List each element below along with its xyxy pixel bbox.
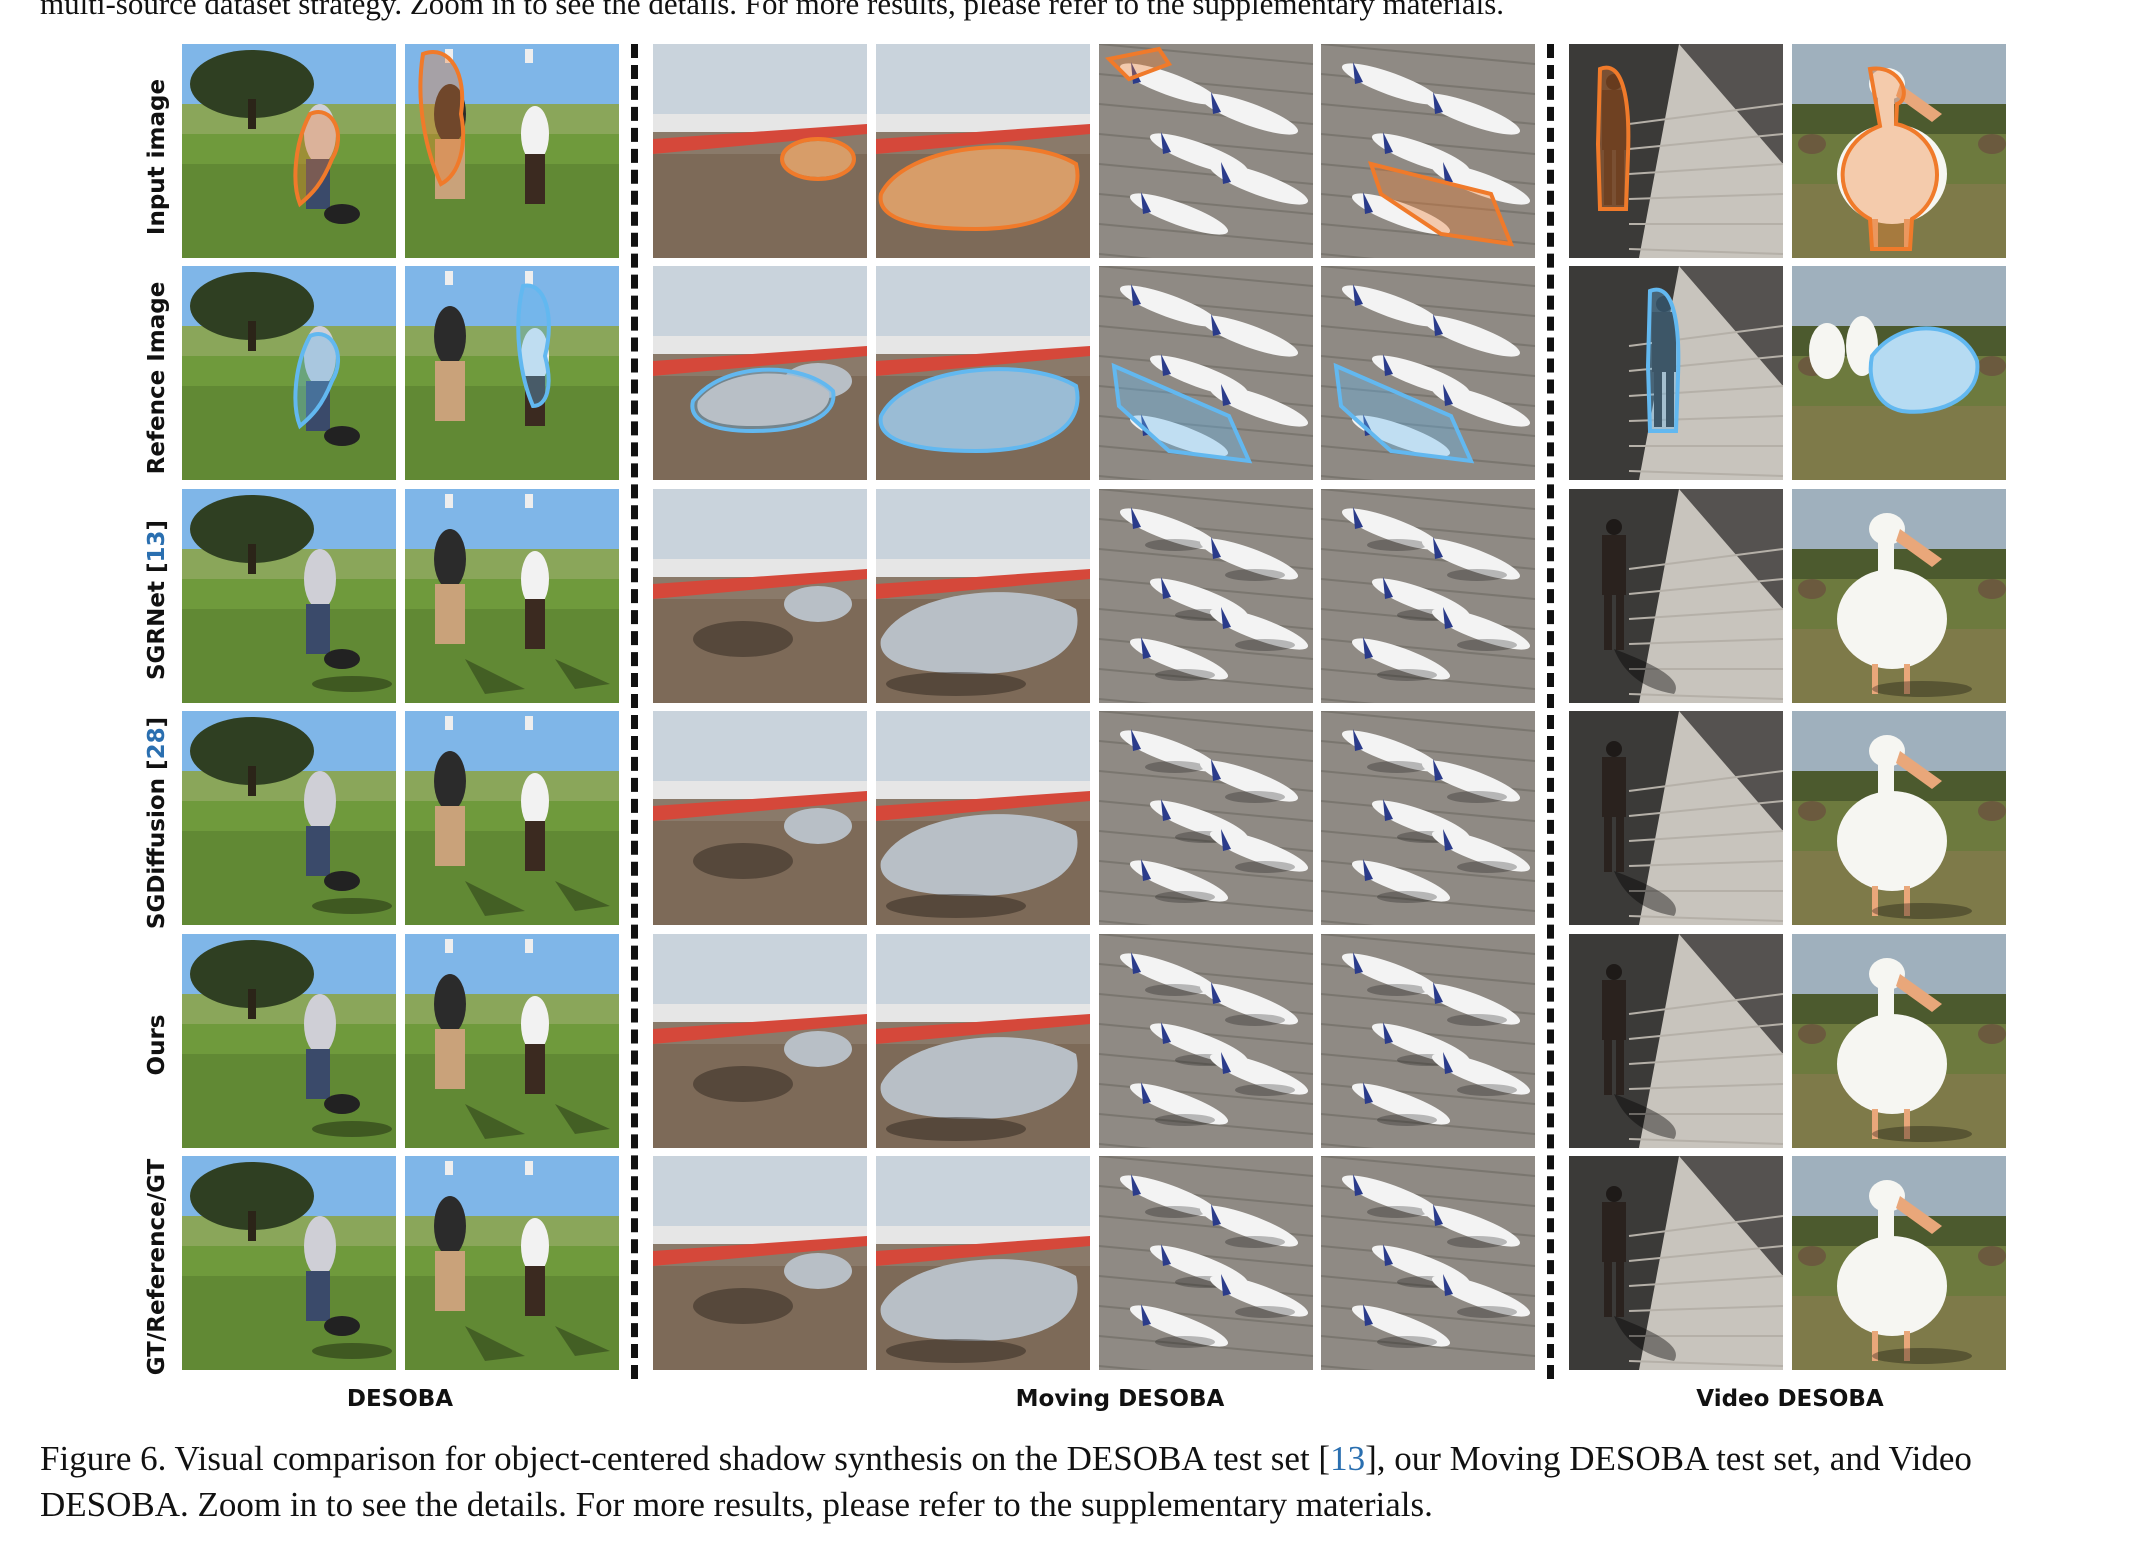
thumbnail-sgdiffusion-sidewalk	[1569, 711, 1783, 925]
row-label-sgrnet-suffix: ]	[144, 519, 170, 531]
caption-citation-link[interactable]: 13	[1330, 1439, 1366, 1478]
thumbnail-reference-airport-a	[1099, 266, 1313, 480]
thumbnail-sgrnet-sidewalk	[1569, 489, 1783, 703]
thumbnail-gt-racetrack-far	[653, 1156, 867, 1370]
preceding-text-line: multi-source dataset strategy. Zoom in t…	[40, 0, 1505, 21]
thumbnail-sgrnet-airport-a	[1099, 489, 1313, 703]
thumbnail-gt-racetrack-near	[876, 1156, 1090, 1370]
thumbnail-input-ducks	[1792, 44, 2006, 258]
thumbnail-reference-sidewalk	[1569, 266, 1783, 480]
thumbnail-sgdiffusion-park-kid	[405, 711, 619, 925]
row-label-input: Input image	[144, 78, 170, 236]
row-label-sgdiffusion-text: SGDiffusion [	[144, 759, 170, 930]
thumbnail-input-park-dog	[182, 44, 396, 258]
thumbnail-input-park-kid	[405, 44, 619, 258]
thumbnail-gt-park-dog	[182, 1156, 396, 1370]
row-label-reference: Refence Image	[144, 281, 170, 475]
thumbnail-ours-racetrack-far	[653, 934, 867, 1148]
group-label-video-desoba: Video DESOBA	[1696, 1386, 1884, 1412]
thumbnail-sgrnet-ducks	[1792, 489, 2006, 703]
row-label-gt: GT/Reference/GT	[144, 1158, 170, 1376]
group-label-moving-desoba: Moving DESOBA	[1015, 1386, 1225, 1412]
thumbnail-reference-racetrack-near	[876, 266, 1090, 480]
thumbnail-sgdiffusion-racetrack-near	[876, 711, 1090, 925]
thumbnail-sgdiffusion-ducks	[1792, 711, 2006, 925]
citation-link[interactable]: 13	[144, 530, 170, 563]
group-label-desoba: DESOBA	[346, 1386, 454, 1412]
thumbnail-reference-racetrack-far	[653, 266, 867, 480]
thumbnail-sgrnet-racetrack-near	[876, 489, 1090, 703]
thumbnail-sgrnet-park-dog	[182, 489, 396, 703]
thumbnail-sgdiffusion-airport-b	[1321, 711, 1535, 925]
thumbnail-ours-airport-a	[1099, 934, 1313, 1148]
thumbnail-input-airport-a	[1099, 44, 1313, 258]
citation-link[interactable]: 28	[144, 727, 170, 760]
thumbnail-gt-airport-b	[1321, 1156, 1535, 1370]
thumbnail-input-sidewalk	[1569, 44, 1783, 258]
row-label-sgdiffusion-suffix: ]	[144, 716, 170, 728]
thumbnail-sgdiffusion-park-dog	[182, 711, 396, 925]
row-label-ours: Ours	[144, 1014, 170, 1076]
thumbnail-input-racetrack-near	[876, 44, 1090, 258]
separator-moving-video	[1547, 44, 1554, 1379]
thumbnail-gt-park-kid	[405, 1156, 619, 1370]
row-label-sgdiffusion: SGDiffusion [28]	[137, 713, 177, 933]
thumbnail-input-airport-b	[1321, 44, 1535, 258]
thumbnail-reference-park-kid	[405, 266, 619, 480]
thumbnail-ours-racetrack-near	[876, 934, 1090, 1148]
thumbnail-ours-park-dog	[182, 934, 396, 1148]
thumbnail-sgdiffusion-racetrack-far	[653, 711, 867, 925]
thumbnail-input-racetrack-far	[653, 44, 867, 258]
thumbnail-ours-ducks	[1792, 934, 2006, 1148]
thumbnail-reference-ducks	[1792, 266, 2006, 480]
thumbnail-ours-park-kid	[405, 934, 619, 1148]
thumbnail-sgdiffusion-airport-a	[1099, 711, 1313, 925]
thumbnail-ours-sidewalk	[1569, 934, 1783, 1148]
thumbnail-sgrnet-racetrack-far	[653, 489, 867, 703]
figure-caption: Figure 6. Visual comparison for object-c…	[40, 1436, 2120, 1528]
thumbnail-gt-ducks	[1792, 1156, 2006, 1370]
thumbnail-sgrnet-park-kid	[405, 489, 619, 703]
separator-desoba-moving	[631, 44, 638, 1379]
thumbnail-gt-sidewalk	[1569, 1156, 1783, 1370]
thumbnail-reference-airport-b	[1321, 266, 1535, 480]
thumbnail-reference-park-dog	[182, 266, 396, 480]
row-label-sgrnet-text: SGRNet [	[144, 562, 170, 681]
caption-text: Figure 6. Visual comparison for object-c…	[40, 1439, 1331, 1478]
thumbnail-ours-airport-b	[1321, 934, 1535, 1148]
caption-text-2: ], our Moving DESOBA test set, and Video…	[40, 1439, 1972, 1524]
thumbnail-sgrnet-airport-b	[1321, 489, 1535, 703]
row-label-sgrnet: SGRNet [13]	[137, 490, 177, 710]
thumbnail-gt-airport-a	[1099, 1156, 1313, 1370]
